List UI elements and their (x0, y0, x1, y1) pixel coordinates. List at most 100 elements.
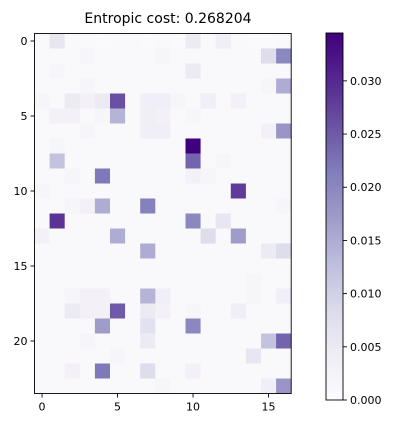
heatmap-cell (200, 168, 216, 184)
heatmap-cell (185, 48, 201, 64)
heatmap-cell (230, 138, 247, 154)
heatmap-cell (170, 78, 186, 94)
heatmap-cell (125, 138, 141, 154)
heatmap-cell (276, 318, 292, 334)
heatmap-cell (185, 63, 201, 79)
heatmap-cell (170, 228, 186, 244)
heatmap-cell (125, 288, 141, 304)
heatmap-cell (94, 243, 111, 259)
heatmap-cell (125, 333, 141, 349)
heatmap-cell (140, 288, 156, 304)
heatmap-cell (170, 303, 186, 319)
heatmap-cell (34, 363, 50, 379)
heatmap-cell (64, 213, 81, 229)
heatmap-cell (49, 333, 65, 349)
heatmap-cell (245, 213, 262, 229)
heatmap-cell (200, 303, 216, 319)
heatmap-cell (49, 108, 65, 124)
heatmap-cell (110, 33, 126, 49)
heatmap-cell (200, 273, 216, 289)
heatmap-cell (79, 123, 96, 139)
heatmap-cell (125, 153, 141, 169)
heatmap-cell (49, 303, 65, 319)
heatmap-cell (230, 213, 247, 229)
colorbar-tick-label: 0.025 (350, 128, 382, 141)
heatmap-cell (64, 138, 81, 154)
heatmap-cell (185, 363, 201, 379)
heatmap-cell (140, 228, 156, 244)
heatmap-cell (49, 183, 65, 199)
heatmap-cell (215, 333, 232, 349)
heatmap-cell (125, 243, 141, 259)
heatmap-cell (49, 213, 65, 229)
plot-frame (34, 33, 292, 394)
heatmap-cell (49, 93, 65, 109)
heatmap-cell (94, 363, 111, 379)
heatmap-cell (276, 288, 292, 304)
heatmap-cell (79, 213, 96, 229)
heatmap-cell (125, 348, 141, 364)
heatmap-cell (79, 48, 96, 64)
heatmap-cell (64, 123, 81, 139)
heatmap-cell (155, 318, 171, 334)
heatmap-cell (261, 153, 277, 169)
heatmap-cell (125, 213, 141, 229)
heatmap-cell (261, 108, 277, 124)
heatmap-cell (125, 198, 141, 214)
heatmap-cell (245, 198, 262, 214)
heatmap-cell (245, 273, 262, 289)
heatmap-cell (94, 273, 111, 289)
heatmap-cell (140, 198, 156, 214)
heatmap-cell (94, 303, 111, 319)
heatmap-cell (110, 258, 126, 274)
y-tick-label: 10 (14, 185, 28, 198)
heatmap-cell (185, 243, 201, 259)
heatmap-cell (94, 93, 111, 109)
heatmap-cell (155, 108, 171, 124)
heatmap-cell (170, 48, 186, 64)
heatmap-cell (230, 168, 247, 184)
heatmap-cell (79, 243, 96, 259)
heatmap-cell (140, 183, 156, 199)
heatmap-cell (170, 63, 186, 79)
heatmap-cell (200, 153, 216, 169)
heatmap-cell (245, 78, 262, 94)
heatmap-cell (125, 63, 141, 79)
heatmap-cell (200, 228, 216, 244)
heatmap-cell (94, 333, 111, 349)
heatmap-cell (64, 48, 81, 64)
heatmap-cell (94, 228, 111, 244)
heatmap-cell (94, 138, 111, 154)
heatmap-cell (185, 123, 201, 139)
heatmap-cell (49, 33, 65, 49)
heatmap-cell (215, 93, 232, 109)
heatmap-cell (245, 318, 262, 334)
heatmap-cell (230, 243, 247, 259)
heatmap-cell (261, 303, 277, 319)
heatmap-cell (155, 33, 171, 49)
heatmap-cell (245, 33, 262, 49)
heatmap-cell (34, 93, 50, 109)
heatmap-cell (64, 108, 81, 124)
heatmap-cell (245, 108, 262, 124)
heatmap-cell (215, 183, 232, 199)
heatmap-cell (185, 198, 201, 214)
heatmap-cell (276, 78, 292, 94)
heatmap-cell (110, 168, 126, 184)
heatmap-cell (245, 258, 262, 274)
heatmap-cell (140, 93, 156, 109)
heatmap-cell (64, 363, 81, 379)
heatmap-cell (140, 153, 156, 169)
heatmap-cell (230, 288, 247, 304)
heatmap-cell (49, 138, 65, 154)
heatmap-cell (110, 348, 126, 364)
heatmap-cell (140, 138, 156, 154)
heatmap-cell (155, 243, 171, 259)
heatmap-cell (79, 153, 96, 169)
heatmap-cell (276, 303, 292, 319)
heatmap-cell (79, 258, 96, 274)
heatmap-cell (110, 318, 126, 334)
heatmap-cell (34, 168, 50, 184)
heatmap-cell (215, 288, 232, 304)
heatmap-cell (215, 123, 232, 139)
